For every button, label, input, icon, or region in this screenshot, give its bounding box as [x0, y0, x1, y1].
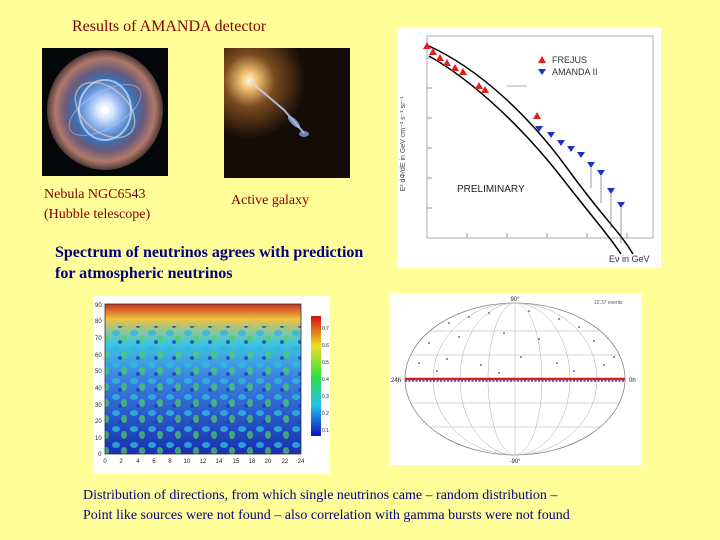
x-tick: 0: [103, 459, 107, 465]
x-tick: 20: [265, 459, 272, 465]
sky-left-label: 24h: [391, 378, 401, 384]
scale-tick: 0.1: [322, 428, 329, 434]
scale-tick: 0.2: [322, 411, 329, 417]
x-tick: 4: [136, 459, 140, 465]
scale-tick: 0.3: [322, 394, 329, 400]
x-tick: 24: [298, 459, 305, 465]
y-tick: 60: [95, 353, 102, 359]
preliminary-label: PRELIMINARY: [457, 184, 525, 195]
x-tick: 8: [168, 459, 172, 465]
x-tick: 10: [184, 459, 191, 465]
y-tick: 20: [95, 419, 102, 425]
nebula-image: [42, 48, 168, 176]
x-axis-label: Eν in GeV: [609, 254, 650, 264]
x-tick: 2: [119, 459, 123, 465]
scale-tick: 0.5: [322, 360, 329, 366]
scale-tick: 0.4: [322, 377, 329, 383]
y-tick: 50: [95, 369, 102, 375]
legend-frejus-marker: [538, 56, 546, 63]
sky-right-label: 0h: [629, 378, 636, 384]
x-tick: 22: [282, 459, 289, 465]
y-tick: 80: [95, 319, 102, 325]
sky-bottom-label: -90°: [509, 459, 521, 465]
x-tick: 18: [249, 459, 256, 465]
y-tick: 70: [95, 336, 102, 342]
distribution-text: Distribution of directions, from which s…: [83, 488, 570, 523]
y-axis-label: E² dΦ/dE in GeV cm⁻² s⁻¹ sr⁻¹: [400, 96, 407, 192]
galaxy-image: [224, 48, 350, 178]
x-tick: 14: [216, 459, 223, 465]
amanda-points: [535, 126, 625, 208]
nebula-caption: Nebula NGC6543 (Hubble telescope): [44, 187, 151, 222]
direction-heatmap: 90 80 70 60 50 40 30 20 10 0 0 2 4 6 8 1…: [93, 296, 330, 474]
prediction-curve-lower: [428, 55, 622, 255]
color-scale: [311, 316, 321, 436]
sky-top-label: 90°: [510, 297, 520, 303]
legend-amanda: AMANDA II: [552, 67, 598, 77]
legend-amanda-marker: [538, 69, 546, 75]
x-tick: 15: [233, 459, 240, 465]
y-tick: 0: [98, 452, 102, 458]
sky-map: 90° -90° 24h 0h 12.37 events: [389, 293, 642, 465]
legend-frejus: FREJUS: [552, 55, 587, 65]
prediction-curve-upper: [428, 45, 634, 255]
y-tick: 90: [95, 303, 102, 309]
scale-tick: 0.6: [322, 343, 329, 349]
y-tick: 30: [95, 403, 102, 409]
frejus-points: [423, 42, 541, 119]
slide-title: Results of AMANDA detector: [72, 18, 267, 35]
event-points: [418, 310, 615, 374]
y-tick: 40: [95, 386, 102, 392]
spectrum-plot: E² dΦ/dE in GeV cm⁻² s⁻¹ sr⁻¹ FREJUS: [397, 28, 661, 268]
sky-corner-label: 12.37 events: [594, 300, 623, 306]
y-tick: 10: [95, 436, 102, 442]
spectrum-heading: Spectrum of neutrinos agrees with predic…: [55, 244, 364, 282]
galaxy-caption: Active galaxy: [231, 193, 310, 208]
x-tick: 12: [200, 459, 207, 465]
scale-tick: 0.7: [322, 326, 329, 332]
x-tick: 6: [152, 459, 156, 465]
